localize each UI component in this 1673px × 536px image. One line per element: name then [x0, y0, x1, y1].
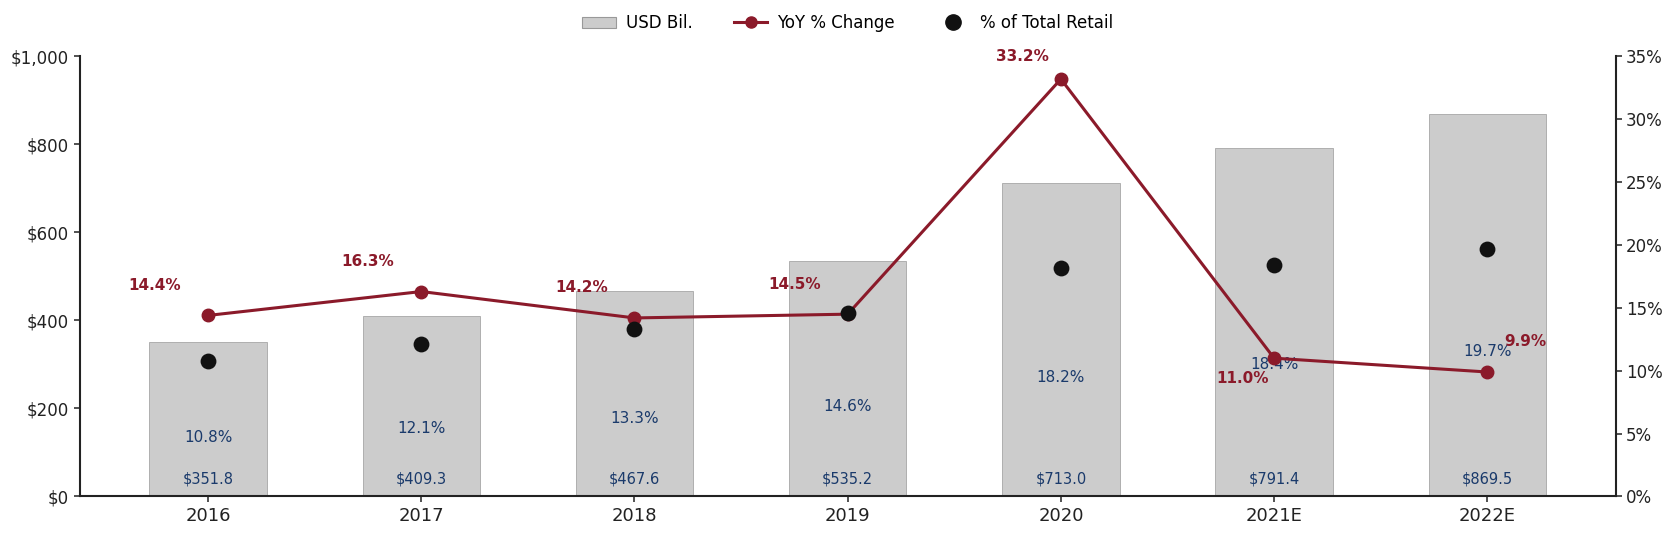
Text: 18.2%: 18.2%	[1036, 370, 1084, 385]
Text: 11.0%: 11.0%	[1215, 371, 1268, 386]
Point	[1047, 263, 1074, 272]
Text: 14.4%: 14.4%	[129, 278, 181, 293]
Text: 33.2%: 33.2%	[995, 49, 1049, 64]
Legend: USD Bil., YoY % Change, % of Total Retail: USD Bil., YoY % Change, % of Total Retai…	[576, 8, 1119, 39]
Bar	[1215, 148, 1332, 496]
Text: 18.4%: 18.4%	[1250, 356, 1298, 371]
Bar	[1002, 183, 1119, 496]
Text: 13.3%: 13.3%	[611, 411, 659, 426]
Bar	[576, 291, 693, 496]
Point	[194, 356, 221, 365]
Text: $409.3: $409.3	[395, 472, 447, 487]
Point	[1472, 244, 1499, 253]
Text: $791.4: $791.4	[1248, 472, 1298, 487]
Text: $869.5: $869.5	[1461, 472, 1512, 487]
Text: 14.5%: 14.5%	[768, 277, 820, 292]
Bar	[1427, 114, 1544, 496]
Text: 12.1%: 12.1%	[397, 421, 445, 436]
Text: 19.7%: 19.7%	[1462, 344, 1511, 359]
Text: 9.9%: 9.9%	[1504, 334, 1546, 349]
Text: $351.8: $351.8	[182, 472, 234, 487]
Bar	[363, 316, 480, 496]
Text: $535.2: $535.2	[821, 472, 873, 487]
Bar	[149, 341, 266, 496]
Text: $713.0: $713.0	[1034, 472, 1086, 487]
Text: 14.6%: 14.6%	[823, 399, 872, 414]
Point	[408, 340, 435, 348]
Text: 10.8%: 10.8%	[184, 430, 233, 445]
Text: $467.6: $467.6	[609, 472, 659, 487]
Text: 16.3%: 16.3%	[341, 254, 395, 269]
Point	[1260, 261, 1287, 270]
Point	[621, 325, 647, 333]
Text: 14.2%: 14.2%	[554, 280, 607, 295]
Point	[833, 309, 860, 317]
Bar	[788, 261, 905, 496]
